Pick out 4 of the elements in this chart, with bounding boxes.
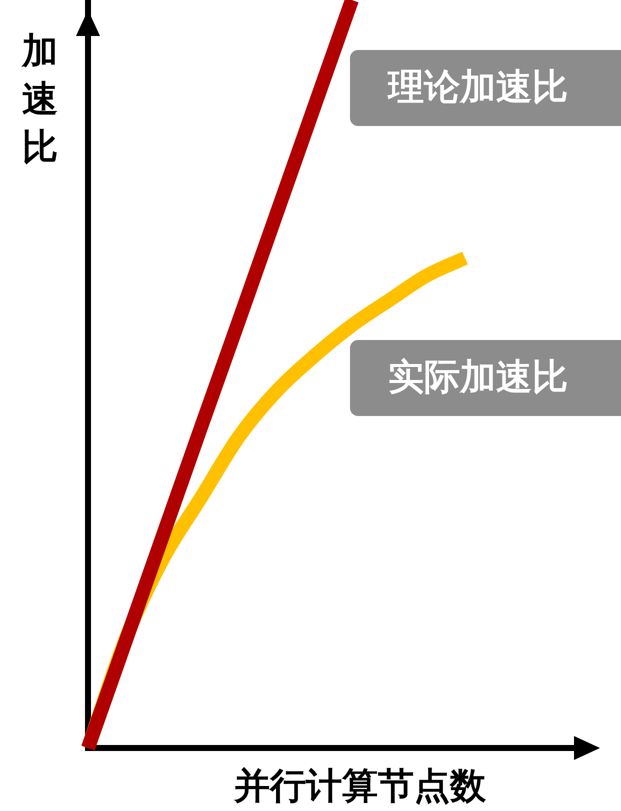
series-label: 实际加速比 [350,340,621,416]
x-axis-title: 并行计算节点数 [233,765,487,809]
series-label: 理论加速比 [350,50,621,126]
y-axis-title: 加速比 [22,30,59,170]
